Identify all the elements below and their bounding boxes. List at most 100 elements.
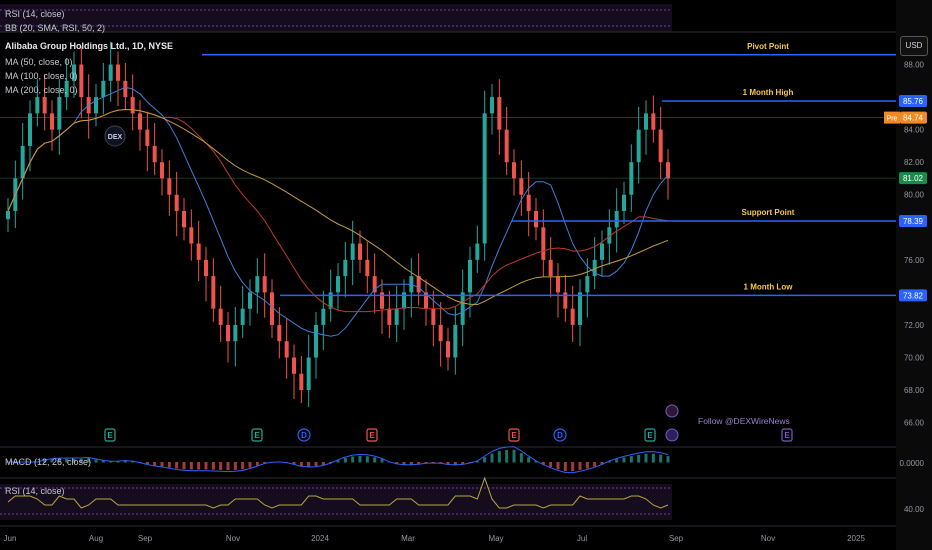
candle-body xyxy=(372,276,377,293)
ma200-legend[interactable]: MA (200, close, 0) xyxy=(5,85,78,95)
rsi-bottom-band xyxy=(0,484,672,520)
candle-body xyxy=(20,145,25,179)
candle-body xyxy=(365,259,370,277)
rsi-bottom-legend[interactable]: RSI (14, close) xyxy=(5,486,65,496)
candle-body xyxy=(79,64,84,98)
candle-body xyxy=(284,341,289,358)
candle-body xyxy=(306,357,311,391)
pre-price-label: 84.74 xyxy=(903,114,924,123)
candle-body xyxy=(563,292,568,309)
price-axis-panel xyxy=(896,0,932,550)
event-marker-label: E xyxy=(254,431,260,440)
candle-body xyxy=(270,292,274,325)
macd-legend[interactable]: MACD (12, 26, close) xyxy=(5,457,92,467)
candle-body xyxy=(6,211,10,220)
rsi-top-legend[interactable]: RSI (14, close) xyxy=(5,9,65,19)
macd-histogram-bar xyxy=(651,453,655,463)
ma200-line xyxy=(7,108,669,306)
macd-histogram-bar xyxy=(453,462,457,465)
candle-body xyxy=(42,97,47,114)
candle-body xyxy=(50,113,54,130)
y-tick-label: 84.00 xyxy=(904,126,925,135)
candle-body xyxy=(262,276,267,293)
candle-body xyxy=(57,97,62,130)
x-tick-label: Jun xyxy=(4,534,17,543)
candle-body xyxy=(130,97,135,114)
candle-body xyxy=(556,276,560,293)
macd-histogram-bar xyxy=(644,453,648,463)
candle-body xyxy=(116,64,120,81)
level-price-label: 78.39 xyxy=(903,217,924,226)
candle-body xyxy=(204,259,208,277)
earnings-marker xyxy=(508,428,520,442)
ma50-line xyxy=(7,86,669,337)
candle-body xyxy=(189,227,194,244)
macd-histogram-bar xyxy=(534,461,538,463)
dex-logo-circle xyxy=(104,125,126,147)
macd-histogram-bar xyxy=(585,462,589,469)
candle-body xyxy=(438,324,443,342)
candle-body xyxy=(336,276,340,293)
candle-body xyxy=(152,145,157,163)
candle-body xyxy=(453,324,458,358)
candle-body xyxy=(314,324,318,358)
y-tick-label: 80.00 xyxy=(904,191,925,200)
macd-histogram-bar xyxy=(380,459,384,463)
macd-histogram-bar xyxy=(153,462,157,466)
y-tick-label: 70.00 xyxy=(904,353,925,362)
candle-body xyxy=(321,308,326,325)
macd-histogram-bar xyxy=(358,455,362,463)
rsi-top-band xyxy=(0,4,672,32)
candle-body xyxy=(101,80,106,98)
macd-histogram-bar xyxy=(497,451,501,463)
candle-body xyxy=(182,211,186,228)
candle-body xyxy=(108,64,113,81)
candle-body xyxy=(226,324,230,342)
last-price-label: 81.02 xyxy=(903,174,924,183)
currency-button[interactable]: USD xyxy=(900,36,928,56)
y-tick-label: 68.00 xyxy=(904,386,925,395)
macd-histogram-bar xyxy=(527,457,531,463)
ma50-legend[interactable]: MA (50, close, 0) xyxy=(5,57,73,67)
x-tick-label: 2024 xyxy=(311,534,329,543)
candle-body xyxy=(328,292,333,309)
candle-body xyxy=(248,292,252,309)
macd-histogram-bar xyxy=(167,462,171,468)
symbol-title: Alibaba Group Holdings Ltd., 1D, NYSE xyxy=(5,41,174,51)
last-price-badge xyxy=(899,172,927,185)
macd-histogram-bar xyxy=(255,462,259,466)
candle-body xyxy=(592,259,597,277)
candle-body xyxy=(277,324,282,342)
candle-body xyxy=(416,276,421,293)
candle-body xyxy=(460,292,465,325)
candle-body xyxy=(424,292,428,309)
macd-histogram-bar xyxy=(417,462,421,465)
candle-body xyxy=(233,324,238,342)
macd-histogram-bar xyxy=(505,450,509,463)
macd-histogram-bar xyxy=(373,457,377,463)
macd-histogram-bar xyxy=(336,460,340,463)
macd-histogram-bar xyxy=(512,449,516,463)
event-marker-label: E xyxy=(647,431,653,440)
pre-label: Pre xyxy=(887,116,898,123)
macd-histogram-bar xyxy=(182,462,186,470)
macd-histogram-bar xyxy=(343,458,347,463)
candle-body xyxy=(541,227,546,260)
macd-histogram-bar xyxy=(607,461,611,463)
x-tick-label: Jul xyxy=(577,534,587,543)
pre-price-badge xyxy=(900,111,927,124)
bb-legend[interactable]: BB (20, SMA, RSI, 50, 2) xyxy=(5,23,106,33)
macd-histogram-bar xyxy=(226,462,230,471)
macd-histogram-bar xyxy=(87,458,91,463)
macd-histogram-bar xyxy=(131,461,135,463)
macd-histogram-bar xyxy=(145,462,149,465)
candle-body xyxy=(299,373,304,391)
macd-histogram-bar xyxy=(204,462,208,470)
dividend-marker xyxy=(553,428,567,442)
candle-body xyxy=(380,292,384,309)
x-tick-label: Mar xyxy=(401,534,415,543)
ma100-legend[interactable]: MA (100, close, 0) xyxy=(5,71,78,81)
y-tick-label: 76.00 xyxy=(904,256,925,265)
candle-body xyxy=(622,194,626,212)
